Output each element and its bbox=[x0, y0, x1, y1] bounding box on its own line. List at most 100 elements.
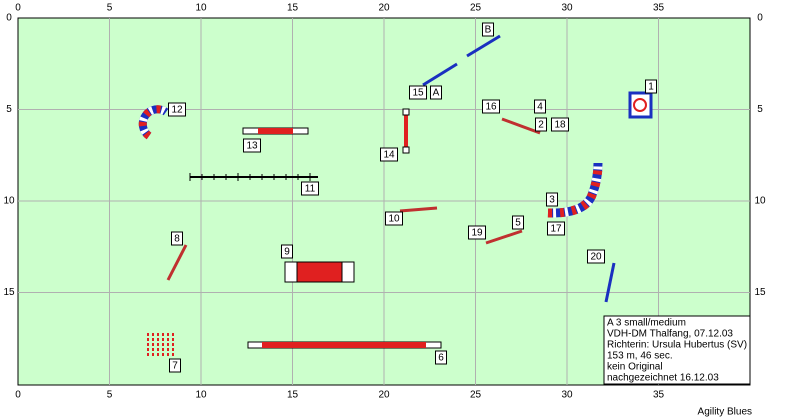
obstacle-label: 18 bbox=[554, 120, 566, 131]
info-line: A 3 small/medium bbox=[607, 318, 686, 329]
label-box bbox=[380, 147, 398, 162]
label-box bbox=[243, 138, 261, 153]
info-line: Richterin: Ursula Hubertus (SV) bbox=[607, 340, 747, 351]
label-box bbox=[171, 231, 183, 246]
obstacle-label: 4 bbox=[537, 102, 543, 113]
obstacle-label: 7 bbox=[172, 361, 178, 372]
obstacles bbox=[138, 34, 653, 357]
obstacle-label: 14 bbox=[383, 150, 395, 161]
label-box bbox=[551, 117, 569, 132]
x-tick-label: 0 bbox=[15, 3, 21, 14]
y-tick-label: 0 bbox=[6, 13, 12, 24]
x-tick-label: 10 bbox=[195, 3, 207, 14]
label-box bbox=[534, 99, 546, 114]
obstacle-labels: 1 B 15 A 16 4 2 18 12 13 14 11 3 17 10 5 19 8 9 20 6 7 bbox=[168, 22, 657, 373]
obstacle-label: 16 bbox=[485, 102, 497, 113]
table-mark bbox=[633, 98, 647, 112]
x-tick-label: 30 bbox=[561, 390, 573, 401]
obstacle-label: 17 bbox=[550, 224, 562, 235]
jump bbox=[422, 62, 458, 87]
long-jump-red bbox=[258, 128, 293, 134]
info-line: nachgezeichnet 16.12.03 bbox=[607, 373, 719, 384]
post bbox=[402, 146, 410, 154]
jump bbox=[604, 262, 616, 303]
label-box bbox=[587, 249, 605, 264]
y-tick-label: 5 bbox=[757, 104, 763, 115]
obstacle-label: 12 bbox=[171, 105, 183, 116]
table bbox=[628, 91, 653, 119]
x-tick-label: 5 bbox=[107, 390, 113, 401]
label-box bbox=[168, 102, 186, 117]
x-tick-label: 5 bbox=[107, 3, 113, 14]
y-tick-label: 10 bbox=[754, 196, 766, 207]
jump bbox=[166, 244, 188, 281]
obstacle-label: B bbox=[485, 25, 492, 36]
x-tick-label: 25 bbox=[470, 3, 482, 14]
tyre-red bbox=[296, 261, 343, 283]
obstacle-label: 6 bbox=[438, 353, 444, 364]
jump bbox=[485, 229, 523, 245]
label-box bbox=[535, 117, 547, 132]
obstacle-label: 13 bbox=[246, 141, 258, 152]
y-tick-label: 15 bbox=[754, 287, 766, 298]
post bbox=[402, 108, 410, 116]
tunnel-stripes bbox=[138, 105, 169, 140]
tunnel-stripes bbox=[547, 162, 603, 218]
label-box bbox=[482, 22, 494, 37]
y-tick-label: 0 bbox=[757, 13, 763, 24]
weave-poles bbox=[147, 333, 174, 357]
jumps bbox=[166, 34, 616, 303]
label-box bbox=[301, 181, 319, 196]
x-tick-label: 35 bbox=[653, 390, 665, 401]
label-box bbox=[409, 85, 427, 100]
tunnel-stripes bbox=[547, 162, 603, 218]
label-box bbox=[547, 221, 565, 236]
x-tick-label: 15 bbox=[287, 3, 299, 14]
footer: Agility Blues bbox=[698, 407, 752, 418]
label-box bbox=[435, 350, 447, 365]
x-tick-label: 0 bbox=[15, 390, 21, 401]
info-box bbox=[603, 315, 751, 385]
x-tick-label: 10 bbox=[195, 390, 207, 401]
label-box bbox=[512, 215, 524, 230]
obstacle-label: A bbox=[433, 88, 440, 99]
obstacle-label: 11 bbox=[305, 184, 316, 195]
obstacle-label: 8 bbox=[174, 234, 180, 245]
x-tick-label: 35 bbox=[653, 3, 665, 14]
y-tick-label: 15 bbox=[3, 287, 15, 298]
obstacle-label: 3 bbox=[549, 195, 555, 206]
label-box bbox=[468, 225, 486, 240]
label-box bbox=[482, 99, 500, 114]
obstacle-label: 20 bbox=[590, 252, 602, 263]
y-tick-label: 5 bbox=[6, 104, 12, 115]
obstacle-label: 19 bbox=[471, 228, 483, 239]
x-tick-label: 25 bbox=[470, 390, 482, 401]
y-tick-label: 10 bbox=[3, 196, 15, 207]
obstacle-label: 15 bbox=[412, 88, 424, 99]
label-box bbox=[430, 85, 442, 100]
label-box bbox=[281, 244, 293, 259]
label-box bbox=[169, 358, 181, 373]
label-box bbox=[645, 79, 657, 94]
dog-walk-red bbox=[262, 342, 426, 348]
jump bbox=[399, 206, 438, 213]
info-line: kein Original bbox=[607, 362, 663, 373]
obstacle-label: 2 bbox=[538, 120, 544, 131]
obstacle-label: 5 bbox=[515, 218, 521, 229]
label-box bbox=[385, 211, 403, 226]
jump bbox=[466, 34, 501, 58]
x-tick-label: 30 bbox=[561, 3, 573, 14]
seesaw-ticks bbox=[189, 173, 311, 181]
obstacle-label: 9 bbox=[284, 247, 290, 258]
info-line: 153 m, 46 sec. bbox=[607, 351, 673, 362]
x-tick-label: 20 bbox=[378, 390, 390, 401]
obstacle-label: 1 bbox=[648, 82, 654, 93]
obstacle-label: 10 bbox=[388, 214, 400, 225]
x-tick-label: 20 bbox=[378, 3, 390, 14]
jump bbox=[501, 117, 541, 135]
info-line: VDH-DM Thalfang, 07.12.03 bbox=[607, 329, 733, 340]
label-box bbox=[546, 192, 558, 207]
